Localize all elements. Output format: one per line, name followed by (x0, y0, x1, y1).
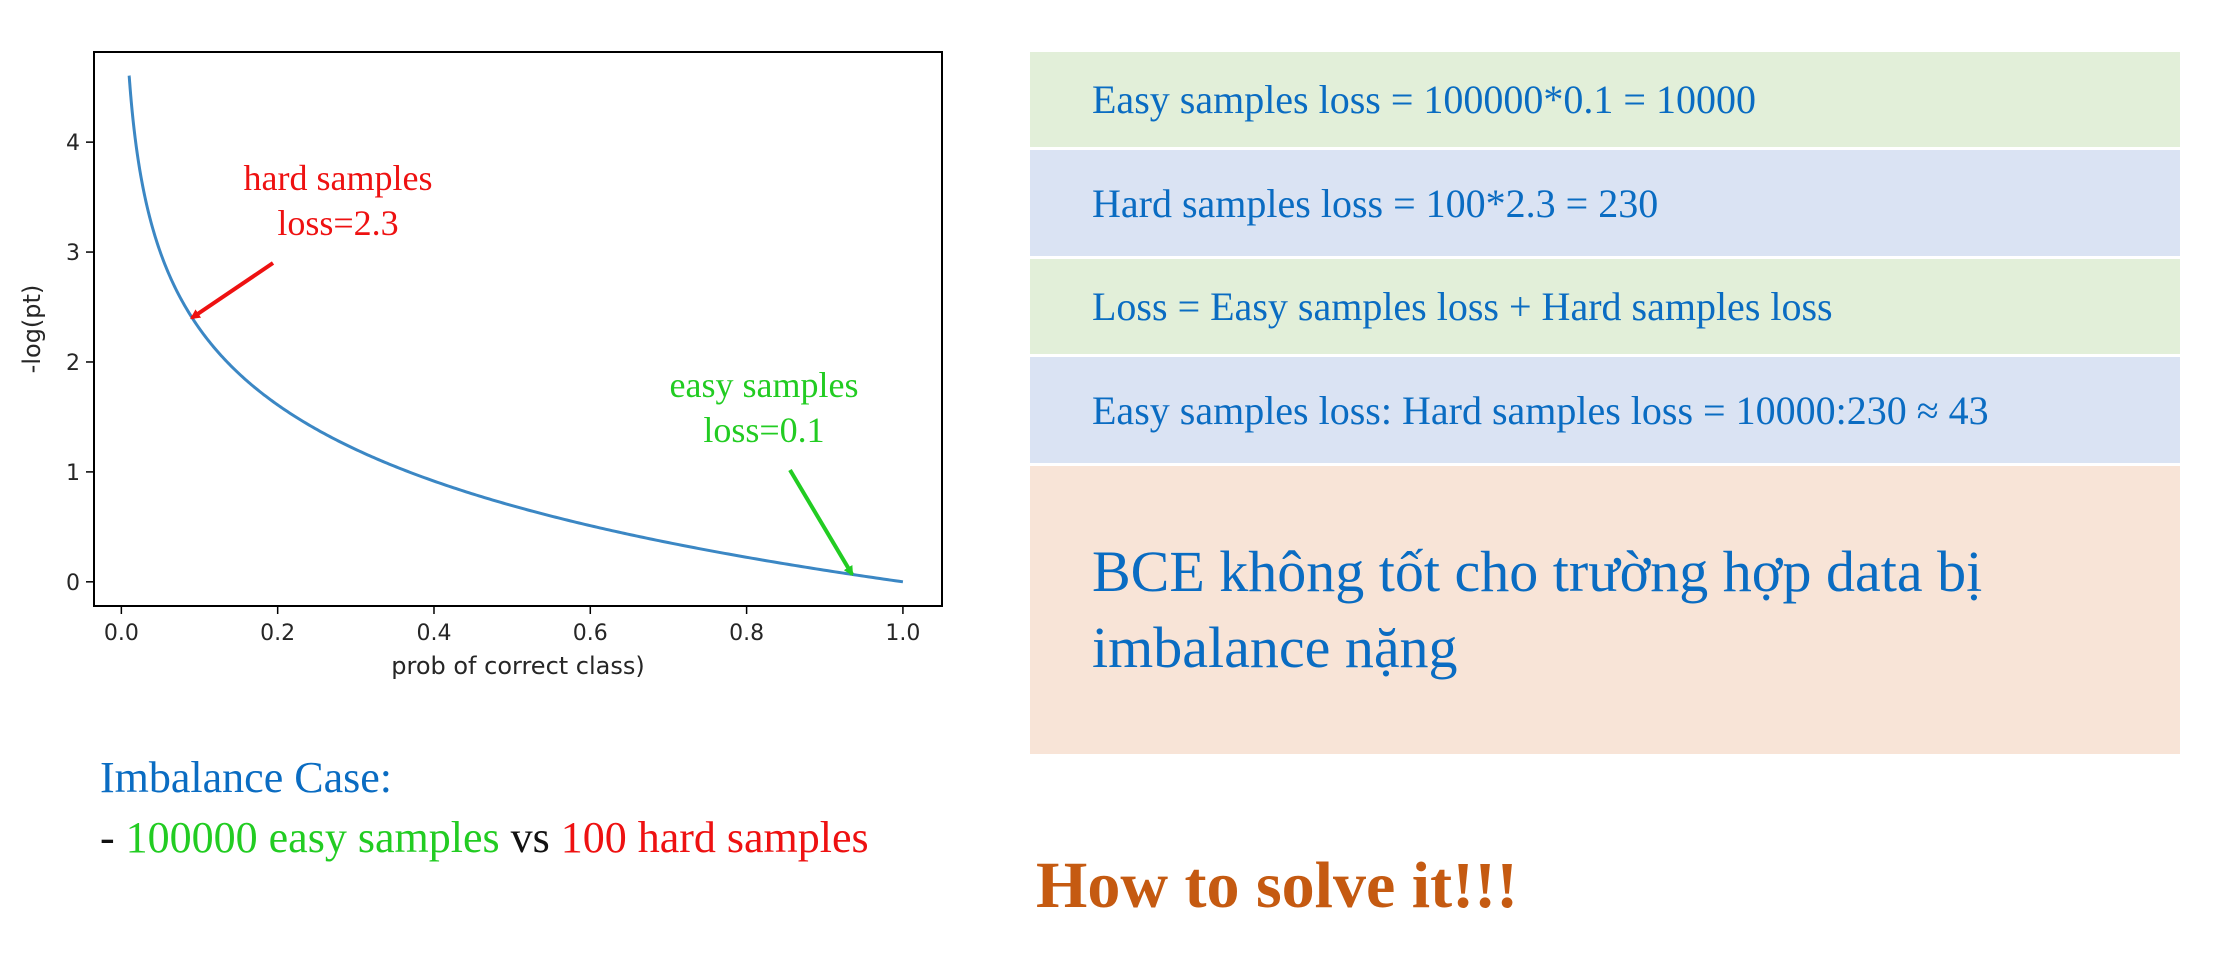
y-tick-label: 0 (66, 571, 80, 596)
hard-loss-box: Hard samples loss = 100*2.3 = 230 (1030, 150, 2180, 256)
x-tick-label: 1.0 (885, 621, 920, 646)
y-tick-label: 1 (66, 461, 80, 486)
bullet-dash: - (100, 813, 126, 862)
easy-loss-text: Easy samples loss = 100000*0.1 = 10000 (1092, 77, 1756, 122)
hard-annotation-line1: hard samples (244, 158, 433, 198)
total-loss-text: Loss = Easy samples loss + Hard samples … (1092, 284, 1833, 329)
how-to-solve-heading: How to solve it!!! (1036, 849, 1519, 922)
hard-samples-annotation: hard samples loss=2.3 (190, 158, 433, 320)
easy-annotation-line1: easy samples (670, 365, 859, 405)
imbalance-case: Imbalance Case: - 100000 easy samples vs… (100, 748, 1000, 868)
y-axis-label: -log(pt) (18, 285, 46, 374)
imbalance-detail: - 100000 easy samples vs 100 hard sample… (100, 808, 1000, 868)
x-axis-label: prob of correct class) (391, 652, 645, 680)
x-tick-label: 0.0 (104, 621, 139, 646)
easy-count: 100000 easy samples (125, 813, 500, 862)
loss-ratio-box: Easy samples loss: Hard samples loss = 1… (1030, 357, 2180, 463)
y-tick-label: 3 (66, 241, 80, 266)
x-tick-label: 0.8 (729, 621, 764, 646)
neg-log-curve (127, 75, 904, 584)
x-tick-label: 0.2 (260, 621, 295, 646)
imbalance-title: Imbalance Case: (100, 753, 392, 802)
hard-annotation-line2: loss=2.3 (277, 203, 398, 243)
hard-count: 100 hard samples (560, 813, 869, 862)
vs-text: vs (499, 813, 561, 862)
x-axis-ticks: 0.0 0.2 0.4 0.6 0.8 1.0 (104, 606, 920, 646)
y-tick-label: 4 (66, 131, 80, 156)
easy-samples-annotation: easy samples loss=0.1 (670, 365, 859, 577)
y-axis-ticks: 0 1 2 3 4 (66, 131, 94, 596)
easy-loss-box: Easy samples loss = 100000*0.1 = 10000 (1030, 52, 2180, 147)
hard-arrow (190, 261, 275, 320)
y-tick-label: 2 (66, 351, 80, 376)
hard-loss-text: Hard samples loss = 100*2.3 = 230 (1092, 180, 1659, 226)
easy-arrow (788, 468, 854, 577)
plot-frame (93, 51, 943, 607)
loss-chart: 0.0 0.2 0.4 0.6 0.8 1.0 0 1 2 3 4 prob of correct… (18, 51, 943, 680)
x-tick-label: 0.4 (416, 621, 451, 646)
loss-ratio-text: Easy samples loss: Hard samples loss = 1… (1092, 387, 1989, 433)
total-loss-box: Loss = Easy samples loss + Hard samples … (1030, 259, 2180, 354)
x-tick-label: 0.6 (573, 621, 608, 646)
easy-annotation-line2: loss=0.1 (703, 410, 824, 450)
conclusion-text: BCE không tốt cho trường hợp data bị imb… (1092, 539, 1983, 680)
conclusion-box: BCE không tốt cho trường hợp data bị imb… (1030, 466, 2180, 754)
